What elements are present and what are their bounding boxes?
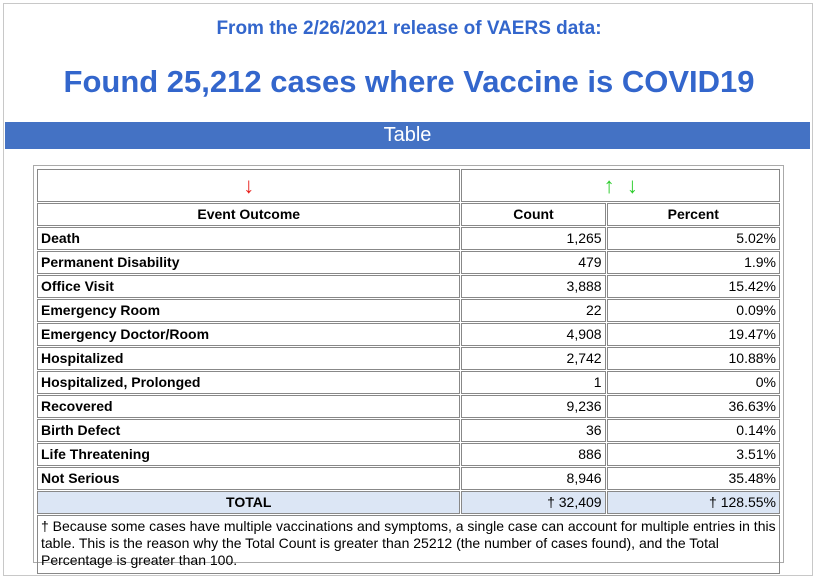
column-header-outcome: Event Outcome xyxy=(37,203,461,226)
column-header-count: Count xyxy=(461,203,606,226)
table-section-bar: Table xyxy=(5,122,810,149)
percent-cell: 15.42% xyxy=(606,275,780,298)
count-cell: 479 xyxy=(461,251,606,274)
percent-cell: 10.88% xyxy=(606,347,780,370)
count-cell: 2,742 xyxy=(461,347,606,370)
column-header-percent: Percent xyxy=(606,203,780,226)
table-row: Hospitalized 2,742 10.88% xyxy=(37,347,780,370)
total-count: † 32,409 xyxy=(461,491,606,514)
count-cell: 1 xyxy=(461,371,606,394)
footnote-row: † Because some cases have multiple vacci… xyxy=(37,515,780,574)
outcome-cell: Not Serious xyxy=(37,467,461,490)
section-title: Table xyxy=(383,124,432,146)
outcome-cell: Permanent Disability xyxy=(37,251,461,274)
outcome-cell: Hospitalized xyxy=(37,347,461,370)
percent-cell: 0.09% xyxy=(606,299,780,322)
outcome-cell: Emergency Doctor/Room xyxy=(37,323,461,346)
total-label: TOTAL xyxy=(37,491,461,514)
count-cell: 886 xyxy=(461,443,606,466)
outcome-cell: Emergency Room xyxy=(37,299,461,322)
table-row: Birth Defect 36 0.14% xyxy=(37,419,780,442)
table-row: Permanent Disability 479 1.9% xyxy=(37,251,780,274)
table-row: Not Serious 8,946 35.48% xyxy=(37,467,780,490)
sort-up-arrow-icon[interactable]: ↑ xyxy=(603,173,615,198)
table-row: Recovered 9,236 36.63% xyxy=(37,395,780,418)
count-cell: 4,908 xyxy=(461,323,606,346)
outcome-cell: Death xyxy=(37,227,461,250)
outcome-cell: Birth Defect xyxy=(37,419,461,442)
table-row: Hospitalized, Prolonged 1 0% xyxy=(37,371,780,394)
outcome-cell: Office Visit xyxy=(37,275,461,298)
percent-cell: 19.47% xyxy=(606,323,780,346)
results-table-container: ↓ ↑ ↓ Event Outcome Count Percent Death … xyxy=(33,165,784,574)
outcome-cell: Recovered xyxy=(37,395,461,418)
total-row: TOTAL † 32,409 † 128.55% xyxy=(37,491,780,514)
percent-cell: 0% xyxy=(606,371,780,394)
sort-cell-count: ↑ ↓ xyxy=(461,169,780,202)
count-cell: 8,946 xyxy=(461,467,606,490)
count-cell: 1,265 xyxy=(461,227,606,250)
release-subtitle: From the 2/26/2021 release of VAERS data… xyxy=(216,18,602,39)
sort-down-arrow-icon[interactable]: ↓ xyxy=(626,173,638,198)
page-frame xyxy=(3,3,813,576)
percent-cell: 1.9% xyxy=(606,251,780,274)
percent-cell: 35.48% xyxy=(606,467,780,490)
results-headline: Found 25,212 cases where Vaccine is COVI… xyxy=(63,64,755,99)
count-cell: 3,888 xyxy=(461,275,606,298)
table-row: Life Threatening 886 3.51% xyxy=(37,443,780,466)
table-row: Emergency Doctor/Room 4,908 19.47% xyxy=(37,323,780,346)
table-row: Emergency Room 22 0.09% xyxy=(37,299,780,322)
outcome-cell: Hospitalized, Prolonged xyxy=(37,371,461,394)
header-row: Event Outcome Count Percent xyxy=(37,203,780,226)
footnote-text: † Because some cases have multiple vacci… xyxy=(37,515,780,574)
count-cell: 36 xyxy=(461,419,606,442)
percent-cell: 0.14% xyxy=(606,419,780,442)
percent-cell: 36.63% xyxy=(606,395,780,418)
outcome-cell: Life Threatening xyxy=(37,443,461,466)
count-cell: 22 xyxy=(461,299,606,322)
count-cell: 9,236 xyxy=(461,395,606,418)
sort-cell-outcome: ↓ xyxy=(37,169,461,202)
table-row: Death 1,265 5.02% xyxy=(37,227,780,250)
table-row: Office Visit 3,888 15.42% xyxy=(37,275,780,298)
sort-row: ↓ ↑ ↓ xyxy=(37,169,780,202)
percent-cell: 5.02% xyxy=(606,227,780,250)
percent-cell: 3.51% xyxy=(606,443,780,466)
sort-down-arrow-icon[interactable]: ↓ xyxy=(243,173,255,198)
results-table: ↓ ↑ ↓ Event Outcome Count Percent Death … xyxy=(36,168,781,575)
total-percent: † 128.55% xyxy=(606,491,780,514)
